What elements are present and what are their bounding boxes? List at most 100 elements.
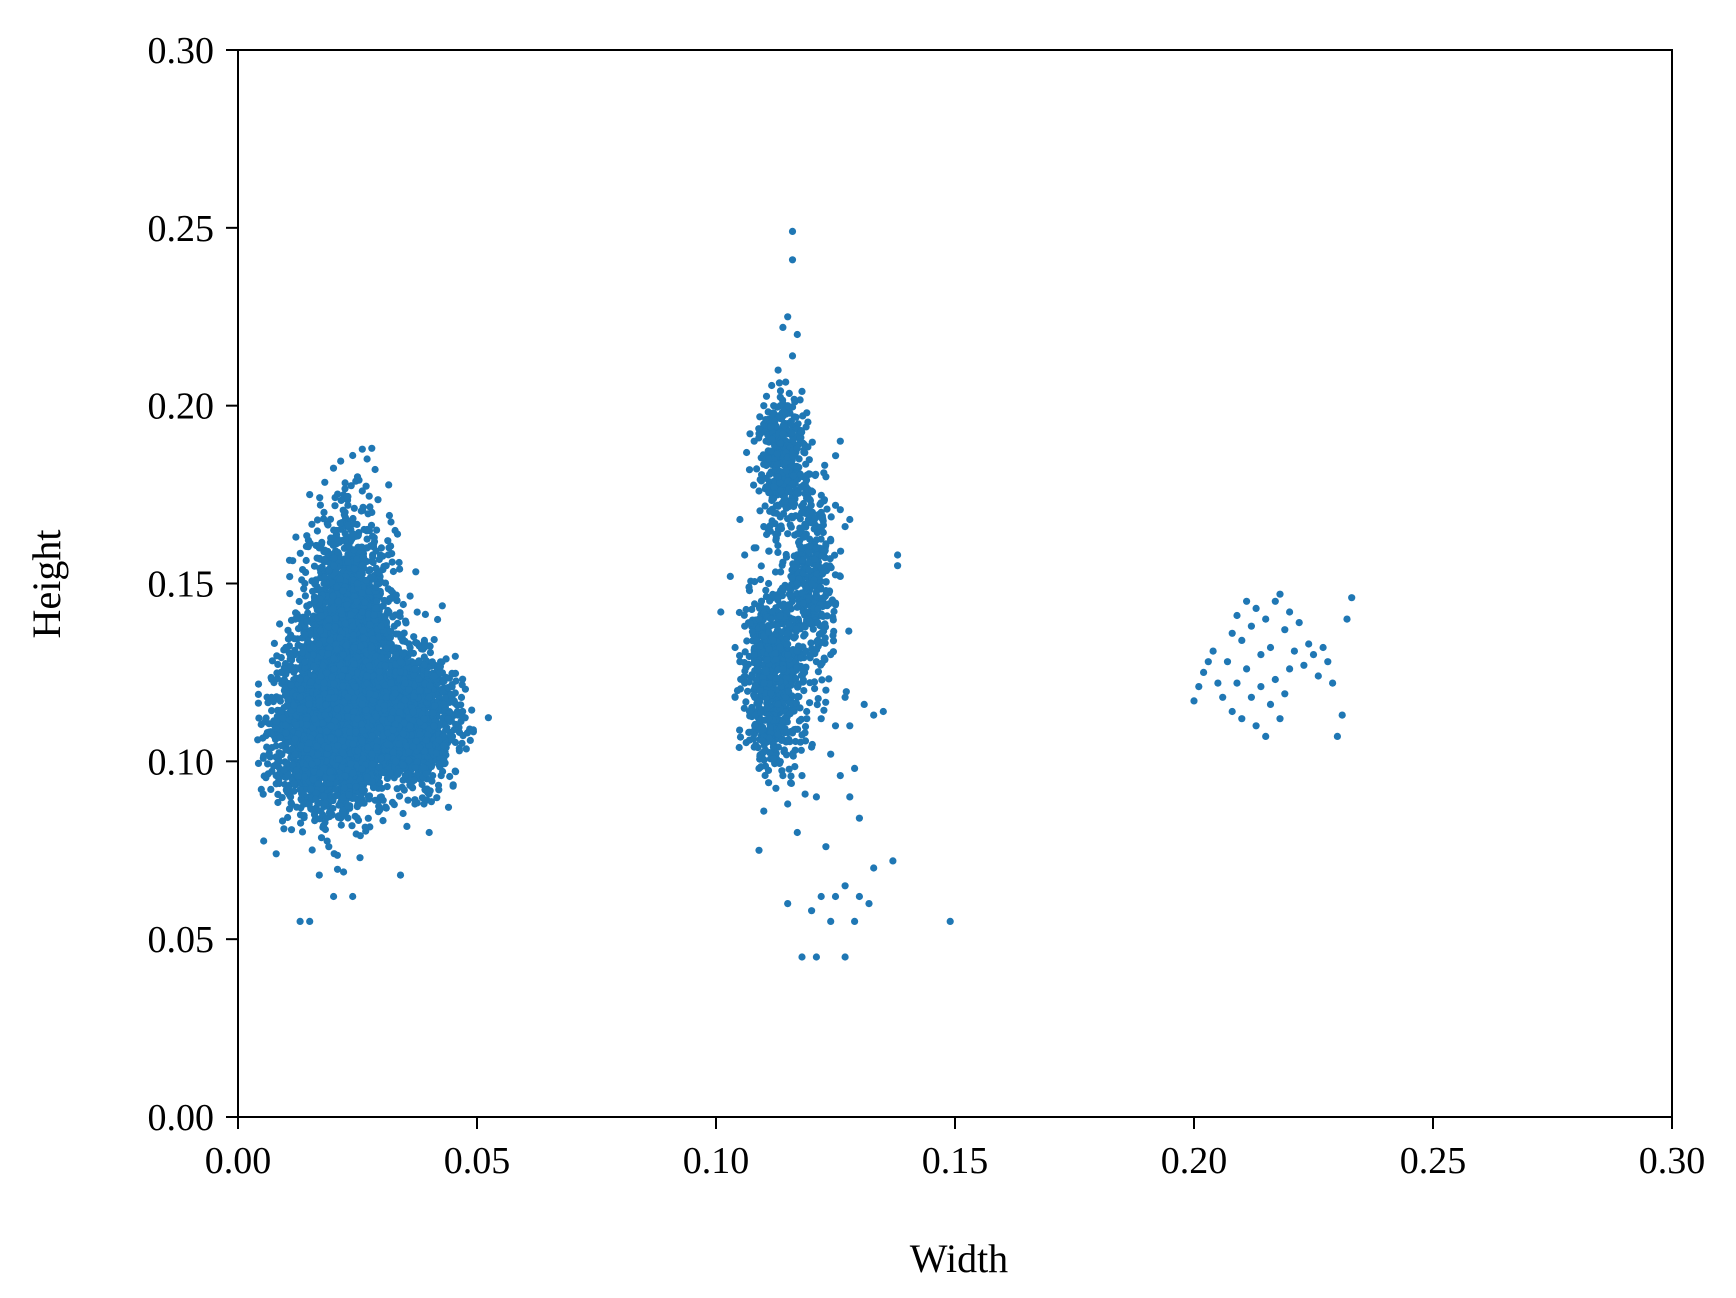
scatter-point: [298, 789, 306, 798]
scatter-point: [278, 794, 286, 802]
scatter-point: [336, 519, 344, 527]
scatter-point: [276, 620, 284, 628]
scatter-point: [357, 642, 365, 650]
scatter-point: [344, 802, 352, 810]
scatter-point: [315, 697, 324, 705]
scatter-point: [321, 478, 329, 486]
scatter-point: [303, 721, 311, 729]
scatter-point: [280, 825, 288, 833]
scatter-point: [381, 803, 390, 811]
scatter-point: [333, 705, 341, 713]
scatter-point: [284, 813, 292, 822]
scatter-point: [260, 837, 268, 845]
scatter-point: [365, 492, 373, 500]
scatter-point: [358, 445, 366, 453]
scatter-point: [312, 795, 320, 803]
scatter-point: [316, 626, 324, 635]
scatter-point: [344, 713, 352, 721]
scatter-point: [339, 749, 347, 757]
scatter-point: [272, 724, 280, 733]
scatter-point: [277, 654, 285, 662]
scatter-point: [357, 799, 365, 807]
scatter-point: [298, 828, 307, 836]
scatter-point: [321, 799, 329, 807]
scatter-point: [350, 565, 359, 573]
scatter-point: [337, 496, 345, 504]
scatter-point: [361, 823, 369, 831]
scatter-point: [254, 736, 262, 744]
scatter-point: [352, 783, 360, 791]
scatter-point: [361, 598, 369, 606]
scatter-point: [369, 635, 377, 643]
scatter-point: [363, 535, 371, 543]
scatter-point: [296, 549, 304, 557]
scatter-point: [341, 485, 349, 493]
scatter-point: [347, 760, 355, 768]
scatter-point: [303, 532, 311, 540]
scatter-point: [350, 504, 358, 512]
scatter-point: [344, 521, 352, 529]
scatter-point: [327, 734, 335, 742]
scatter-point: [387, 518, 395, 526]
scatter-point: [308, 846, 316, 854]
scatter-point: [333, 645, 341, 654]
scatter-point: [277, 742, 286, 750]
scatter-point: [356, 832, 364, 840]
scatter-point: [320, 792, 328, 800]
scatter-point: [330, 654, 338, 663]
scatter-point: [385, 511, 393, 520]
scatter-point: [284, 771, 292, 780]
scatter-point: [283, 701, 291, 709]
scatter-point: [410, 633, 418, 641]
scatter-point: [321, 711, 329, 719]
scatter-point: [348, 822, 356, 830]
scatter-point: [350, 660, 358, 669]
scatter-point: [302, 568, 310, 577]
scatter-point: [327, 722, 335, 730]
scatter-point: [288, 800, 296, 809]
scatter-point: [337, 607, 345, 615]
scatter-point: [328, 793, 336, 802]
scatter-point: [306, 539, 314, 547]
scatter-point: [329, 605, 337, 613]
scatter-point: [300, 812, 308, 820]
scatter-point: [360, 634, 368, 642]
scatter-point: [324, 650, 332, 658]
scatter-point: [385, 544, 393, 552]
scatter-point: [297, 685, 305, 693]
scatter-point: [304, 609, 312, 617]
scatter-point: [387, 594, 395, 603]
scatter-point: [369, 553, 377, 561]
scatter-point: [303, 602, 311, 611]
scatter-point: [340, 666, 348, 674]
scatter-point: [257, 785, 265, 794]
scatter-point: [308, 760, 316, 768]
scatter-point: [290, 779, 298, 788]
scatter-point: [295, 597, 303, 606]
scatter-point: [384, 606, 392, 615]
scatter-point: [372, 583, 380, 592]
scatter-point: [395, 558, 403, 567]
scatter-point: [350, 520, 358, 528]
scatter-point: [255, 714, 263, 722]
scatter-point: [356, 854, 364, 862]
scatter-point: [383, 783, 391, 791]
scatter-point: [324, 521, 332, 529]
scatter-point: [323, 837, 331, 845]
scatter-point: [312, 578, 320, 586]
scatter-point: [309, 775, 317, 783]
scatter-point: [287, 681, 295, 689]
scatter-point: [347, 611, 355, 619]
scatter-point: [286, 573, 294, 581]
scatter-point: [298, 649, 306, 657]
scatter-point: [333, 865, 342, 873]
scatter-point: [305, 801, 313, 809]
scatter-point: [372, 604, 380, 613]
scatter-point: [314, 750, 322, 759]
scatter-point: [302, 556, 310, 565]
scatter-point: [358, 561, 366, 570]
scatter-point: [347, 482, 355, 490]
scatter-point: [287, 631, 295, 639]
